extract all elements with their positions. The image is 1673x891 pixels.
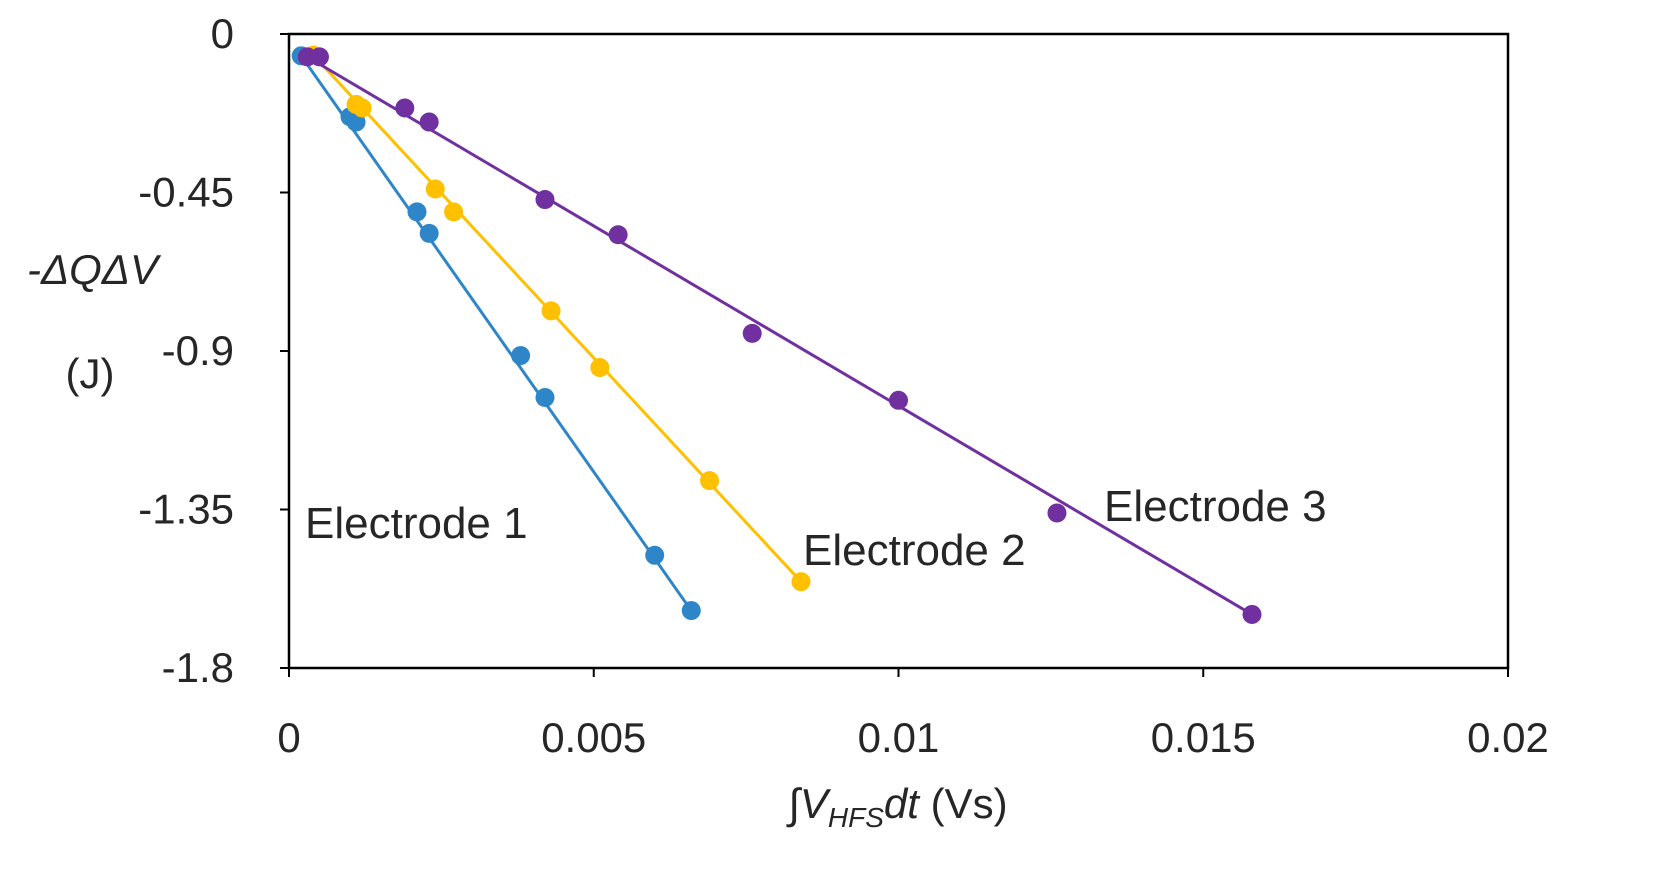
data-point: [419, 223, 439, 243]
x-tick-label: 0.02: [1467, 714, 1549, 761]
x-axis-title-suffix: dt: [884, 780, 921, 827]
y-tick-label: -0.9: [162, 327, 234, 374]
x-tick-label: 0: [277, 714, 300, 761]
data-point: [1242, 604, 1262, 624]
data-point: [742, 323, 762, 343]
y-axis-ticks: 0 -0.45 -0.9 -1.35 -1.8: [138, 10, 289, 691]
x-axis-title-unit: (Vs): [919, 780, 1008, 827]
data-point: [425, 179, 445, 199]
y-tick-label: -0.45: [138, 169, 234, 216]
series-label-electrode-1: Electrode 1: [305, 499, 528, 548]
data-point: [511, 346, 531, 366]
data-point: [535, 190, 555, 210]
data-point: [1047, 503, 1067, 523]
data-point: [791, 572, 811, 592]
trendline-electrode-2: [312, 54, 803, 583]
data-point: [419, 112, 439, 132]
y-axis-title-line1: -ΔQΔV: [27, 246, 162, 293]
data-point: [395, 98, 415, 118]
series-layer: [291, 45, 1262, 624]
data-point: [309, 47, 329, 67]
y-tick-label: 0: [211, 10, 234, 57]
trendline-electrode-3: [306, 55, 1253, 616]
x-axis-ticks: 0 0.005 0.01 0.015 0.02: [277, 668, 1549, 761]
data-point: [645, 545, 665, 565]
x-axis-title: ∫VHFSdt (Vs): [786, 780, 1007, 833]
plot-area: [287, 32, 1510, 670]
x-tick-label: 0.015: [1151, 714, 1256, 761]
y-tick-label: -1.8: [162, 644, 234, 691]
data-point: [535, 387, 555, 407]
series-electrode-2: [303, 45, 811, 592]
x-axis-title-prefix: ∫V: [786, 780, 832, 828]
y-tick-label: -1.35: [138, 486, 234, 533]
series-electrode-1: [291, 46, 701, 621]
series-label-electrode-2: Electrode 2: [803, 526, 1026, 575]
data-point: [444, 202, 464, 222]
data-point: [889, 390, 908, 410]
data-point: [541, 301, 561, 321]
data-point: [700, 471, 720, 491]
x-tick-label: 0.005: [541, 714, 646, 761]
series-label-electrode-3: Electrode 3: [1104, 482, 1327, 531]
data-point: [407, 202, 427, 222]
x-axis-title-subscript: HFS: [828, 802, 884, 833]
data-point: [608, 225, 628, 245]
data-point: [590, 358, 610, 378]
data-point: [352, 98, 372, 118]
trendline-electrode-1: [299, 54, 693, 612]
x-tick-label: 0.01: [858, 714, 940, 761]
data-point: [681, 601, 701, 621]
series-electrode-3: [297, 47, 1262, 624]
y-axis-title-line2: (J): [66, 350, 115, 397]
